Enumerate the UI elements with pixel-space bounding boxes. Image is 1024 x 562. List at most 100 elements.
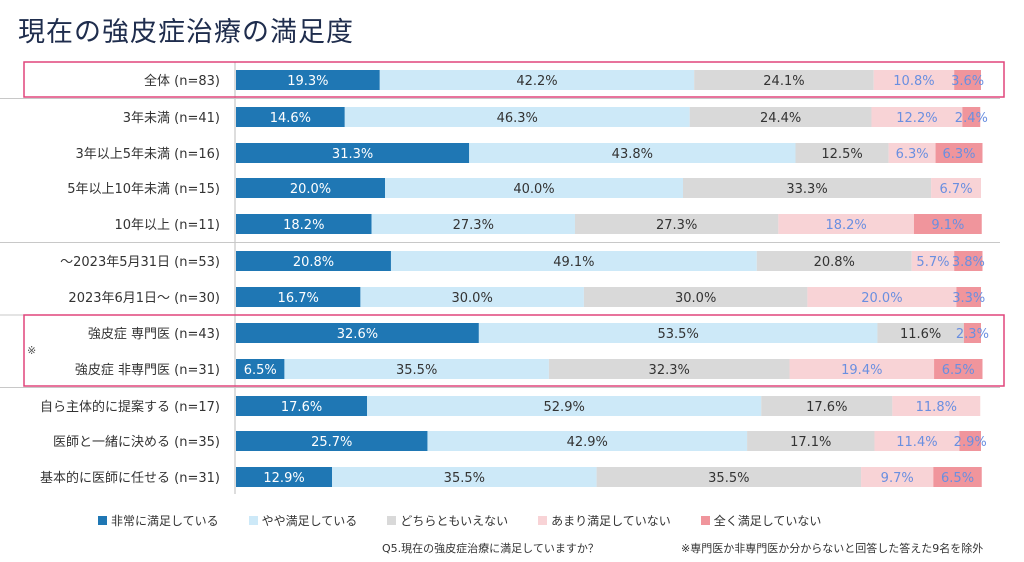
data-label: 24.1% [763, 74, 804, 89]
category-label: 基本的に医師に任せる (n=31) [40, 470, 220, 486]
data-label: 3.8% [952, 255, 985, 270]
data-label: 10.8% [893, 74, 934, 89]
legend-swatch [98, 516, 107, 525]
bar-segment [747, 431, 875, 451]
data-label: 53.5% [658, 327, 699, 342]
data-label: 6.3% [896, 147, 929, 162]
legend-swatch [387, 516, 397, 525]
legend-item: やや満足している [248, 512, 358, 529]
data-label: 5.7% [916, 255, 949, 270]
highlight-box [23, 314, 1005, 387]
category-label: 強皮症 専門医 (n=43) [88, 327, 220, 342]
bar-segment [596, 467, 862, 487]
data-label: 11.8% [916, 400, 957, 415]
data-label: 18.2% [825, 218, 866, 233]
bar-segment [385, 178, 683, 198]
bar-segment [236, 251, 391, 271]
data-label: 46.3% [497, 111, 538, 126]
bar-segment [877, 323, 964, 343]
bar-segment [871, 107, 963, 127]
bar-segment [888, 143, 936, 163]
note-mark: ※ [27, 344, 37, 357]
legend-item: どちらともいえない [387, 512, 508, 529]
bar-segment [236, 287, 361, 307]
data-label: 24.4% [760, 111, 801, 126]
bar-segment [874, 431, 960, 451]
category-label: 全体 (n=83) [144, 73, 220, 89]
data-label: 3.6% [951, 74, 984, 89]
data-label: 3.3% [952, 291, 985, 306]
data-label: 30.0% [452, 291, 493, 306]
bar-segment [236, 178, 385, 198]
data-label: 20.0% [290, 182, 331, 197]
data-label: 52.9% [544, 400, 585, 415]
stacked-bar-chart: 全体 (n=83) 19.3% 42.2% 24.1% 10.8% 3.6% 3年未満 (n… [0, 61, 1005, 494]
category-label: 医師と一緒に決める (n=35) [53, 435, 220, 450]
data-label: 12.5% [821, 147, 862, 162]
bar-segment [807, 287, 957, 307]
bar-segment [963, 323, 981, 343]
data-label: 6.5% [244, 363, 277, 378]
data-label: 6.7% [940, 182, 973, 197]
bar-segment [892, 396, 981, 416]
bar-segment [284, 359, 549, 379]
data-label: 2.4% [955, 111, 988, 126]
bar-segment [236, 323, 479, 343]
bar-segment [236, 70, 380, 90]
bar-segment [360, 287, 584, 307]
bar-segment [954, 70, 981, 90]
chart-title: 現在の強皮症治療の満足度 [18, 17, 354, 48]
bar-segment [236, 396, 368, 416]
bar-segment [935, 143, 983, 163]
data-label: 35.5% [708, 471, 749, 486]
data-label: 35.5% [444, 471, 485, 486]
category-label: 自ら主体的に提案する (n=17) [40, 399, 220, 415]
bar-segment [344, 107, 690, 127]
legend-swatch [248, 516, 258, 525]
bar-segment [756, 251, 912, 271]
bar-segment [956, 287, 981, 307]
legend-label: どちらともいえない [400, 514, 509, 528]
survey-question: Q5.現在の強皮症治療に満足していますか？ [382, 542, 599, 555]
data-label: 16.7% [278, 291, 319, 306]
bar-segment [367, 396, 762, 416]
data-label: 17.6% [806, 400, 847, 415]
data-label: 14.6% [270, 111, 311, 126]
data-label: 2.9% [954, 435, 987, 450]
data-label: 19.3% [287, 74, 328, 89]
legend-swatch [700, 516, 710, 525]
data-label: 12.9% [263, 471, 304, 486]
data-label: 17.6% [281, 400, 322, 415]
data-label: 17.1% [790, 435, 831, 450]
data-label: 42.2% [516, 74, 557, 89]
bar-segment [861, 467, 934, 487]
highlight-box [23, 61, 1005, 98]
bar-segment [778, 214, 914, 234]
bar-segment [795, 143, 889, 163]
bar-segment [236, 467, 333, 487]
data-label: 6.5% [942, 363, 975, 378]
data-label: 43.8% [612, 147, 653, 162]
bar-segment [236, 359, 285, 379]
legend-label: やや満足している [261, 514, 358, 528]
bar-segment [689, 107, 872, 127]
bar-segment [959, 431, 981, 451]
data-label: 9.7% [881, 471, 914, 486]
bar-segment [931, 178, 981, 198]
bar-segment [371, 214, 575, 234]
footnote: ※専門医か非専門医か分からないと回答した答えた9名を除外 [681, 542, 984, 555]
data-label: 32.3% [649, 363, 690, 378]
category-label: 5年以上10年未満 (n=15) [67, 182, 220, 197]
category-label: 2023年6月1日～ (n=30) [68, 291, 220, 306]
data-label: 6.5% [941, 471, 974, 486]
legend-item: 全く満足していない [700, 512, 821, 529]
legend-label: あまり満足していない [551, 514, 671, 528]
legend-item: あまり満足していない [538, 512, 671, 529]
bar-segment [427, 431, 748, 451]
legend-item: 非常に満足している [98, 512, 219, 529]
bar-segment [236, 143, 470, 163]
bar-segment [789, 359, 935, 379]
data-label: 35.5% [396, 363, 437, 378]
data-label: 11.4% [896, 435, 937, 450]
category-label: ～2023年5月31日 (n=53) [60, 255, 220, 270]
